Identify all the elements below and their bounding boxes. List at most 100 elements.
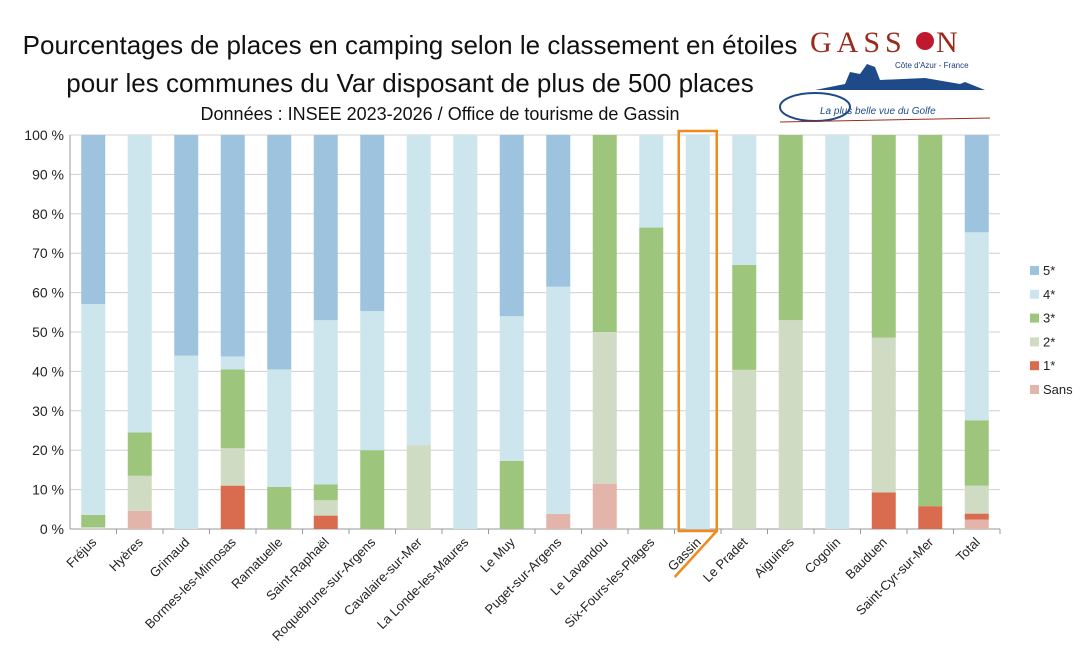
bar-segment bbox=[81, 527, 106, 529]
bar-segment bbox=[499, 316, 524, 461]
bar-segment bbox=[267, 135, 292, 370]
bar-segment bbox=[732, 369, 757, 529]
bar-segment bbox=[174, 355, 199, 529]
bar-segment bbox=[313, 515, 338, 529]
bar-segment bbox=[267, 486, 292, 529]
bar-segment bbox=[220, 135, 245, 357]
bar-segment bbox=[825, 135, 850, 529]
x-tick-label: Aiguines bbox=[751, 534, 797, 580]
bar-segment bbox=[964, 485, 989, 514]
y-tick-label: 80 % bbox=[32, 206, 64, 222]
bar-segment bbox=[220, 485, 245, 529]
bar-segment bbox=[313, 320, 338, 485]
legend-swatch bbox=[1030, 385, 1039, 394]
bar-segment bbox=[127, 135, 152, 433]
y-tick-label: 50 % bbox=[32, 324, 64, 340]
y-tick-label: 20 % bbox=[32, 442, 64, 458]
bar-segment bbox=[778, 320, 803, 529]
legend-swatch bbox=[1030, 266, 1039, 275]
x-tick-label: Grimaud bbox=[147, 535, 193, 581]
bar-segment bbox=[732, 135, 757, 266]
bar-segment bbox=[546, 514, 571, 529]
bar-segment bbox=[220, 369, 245, 449]
bar-segment bbox=[81, 514, 106, 528]
bar-segment bbox=[964, 232, 989, 421]
bar-segment bbox=[127, 432, 152, 476]
y-tick-label: 100 % bbox=[24, 127, 64, 143]
bar-segment bbox=[220, 448, 245, 486]
y-tick-label: 60 % bbox=[32, 285, 64, 301]
bar-segment bbox=[871, 337, 896, 493]
x-tick-label: Bauduen bbox=[842, 535, 889, 582]
bar-segment bbox=[918, 135, 943, 507]
bar-segment bbox=[964, 519, 989, 529]
bar-segment bbox=[360, 450, 385, 529]
bar-segment bbox=[732, 265, 757, 370]
bar-segment bbox=[453, 135, 478, 529]
x-tick-label: Bormes-les-Mimosas bbox=[142, 534, 239, 631]
bar-segment bbox=[592, 135, 617, 332]
legend-swatch bbox=[1030, 337, 1039, 347]
legend-label: 4* bbox=[1043, 287, 1055, 302]
bar-segment bbox=[964, 420, 989, 486]
legend-label: 1* bbox=[1043, 358, 1055, 373]
legend-label: 3* bbox=[1043, 311, 1055, 326]
y-tick-label: 30 % bbox=[32, 403, 64, 419]
bar-segment bbox=[174, 135, 199, 356]
legend-swatch bbox=[1030, 361, 1039, 371]
bar-segment bbox=[313, 135, 338, 321]
bar-segment bbox=[592, 332, 617, 484]
legend-label: Sans bbox=[1043, 382, 1073, 397]
x-tick-label: Fréjus bbox=[63, 534, 99, 570]
highlight-pointer bbox=[673, 530, 718, 578]
bar-segment bbox=[639, 227, 664, 529]
chart-title: Pourcentages de places en camping selon … bbox=[22, 30, 798, 60]
svg-text:GASS: GASS bbox=[810, 26, 907, 59]
svg-text:Côte d'Azur - France: Côte d'Azur - France bbox=[895, 61, 969, 70]
chart-title-line2: pour les communes du Var disposant de pl… bbox=[66, 68, 754, 98]
gassin-logo: GASS N Côte d'Azur - France La plus bell… bbox=[779, 26, 991, 123]
bar-segment bbox=[964, 135, 989, 233]
legend-swatch bbox=[1030, 313, 1039, 323]
bar-segment bbox=[81, 304, 106, 515]
bar-segment bbox=[360, 311, 385, 451]
x-tick-label: Total bbox=[953, 534, 983, 564]
bar-segment bbox=[871, 492, 896, 529]
bar-segment bbox=[313, 484, 338, 501]
svg-text:La plus belle vue du Golfe: La plus belle vue du Golfe bbox=[820, 106, 936, 117]
legend-label: 2* bbox=[1043, 334, 1055, 349]
bar-segment bbox=[406, 445, 431, 529]
bar-segment bbox=[964, 513, 989, 520]
x-tick-label: Hyères bbox=[106, 534, 146, 574]
highlight-box bbox=[677, 129, 718, 533]
legend-label: 5* bbox=[1043, 263, 1055, 278]
x-tick-label: Cavalaire-sur-Mer bbox=[341, 534, 426, 619]
bar-segment bbox=[127, 475, 152, 511]
bar-segment bbox=[778, 135, 803, 321]
x-tick-label: Cogolin bbox=[802, 535, 844, 577]
chart-subtitle: Données : INSEE 2023-2026 / Office de to… bbox=[200, 104, 680, 124]
bar-segment bbox=[220, 356, 245, 370]
bar-segment bbox=[871, 135, 896, 338]
bar-segment bbox=[360, 135, 385, 312]
y-tick-label: 0 % bbox=[40, 521, 64, 537]
bar-segment bbox=[313, 500, 338, 516]
bar-segment bbox=[685, 135, 710, 529]
x-tick-label: Le Muy bbox=[477, 534, 518, 575]
y-tick-label: 90 % bbox=[32, 166, 64, 182]
bar-segment bbox=[406, 135, 431, 446]
bar-segment bbox=[499, 135, 524, 317]
bar-segment bbox=[639, 135, 664, 228]
x-tick-label: Saint-Cyr-sur-Mer bbox=[853, 534, 937, 618]
bar-segment bbox=[546, 135, 571, 287]
x-tick-label: Six-Fours-les-Plages bbox=[561, 534, 657, 630]
bar-segment bbox=[81, 135, 106, 305]
bar-segment bbox=[546, 286, 571, 515]
bar-segment bbox=[267, 369, 292, 487]
svg-text:N: N bbox=[936, 26, 958, 59]
bar-segment bbox=[499, 460, 524, 529]
bar-segment bbox=[592, 483, 617, 529]
bar-segment bbox=[127, 510, 152, 529]
y-tick-label: 70 % bbox=[32, 245, 64, 261]
